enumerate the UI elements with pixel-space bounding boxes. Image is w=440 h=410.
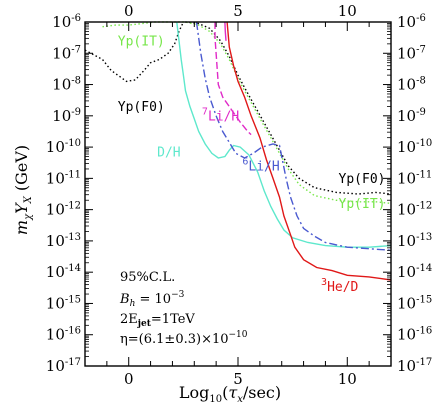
- y-tick-label-right: 10-8: [397, 76, 426, 94]
- y-tick-label-right: 10-13: [397, 232, 432, 250]
- annotation-cl: 95%C.L.: [120, 270, 175, 285]
- curve-li7_h_b: [224, 21, 227, 41]
- y-tick-label-right: 10-17: [397, 357, 432, 375]
- curve-d_h: [176, 21, 392, 248]
- x-tick-label: 5: [233, 370, 243, 388]
- x-tick-label: 10: [338, 370, 357, 388]
- y-tick-label: 10-17: [46, 357, 81, 375]
- y-tick-label-right: 10-9: [397, 107, 426, 125]
- x-tick-label-top: 10: [338, 2, 357, 20]
- y-tick-label: 10-15: [46, 294, 81, 312]
- curve-label-li7_h: 7Li/H: [202, 107, 239, 125]
- y-tick-label-right: 10-6: [397, 13, 426, 31]
- curve-yp_f0: [84, 21, 185, 83]
- curve-label-yp_it: Yp(IT): [339, 197, 386, 212]
- y-tick-label: 10-10: [46, 138, 81, 156]
- y-tick-label-right: 10-11: [397, 169, 432, 187]
- x-tick-label: 0: [124, 370, 134, 388]
- curves: [84, 21, 392, 281]
- x-axis-label: Log10(τx/sec): [179, 383, 281, 405]
- ticks: 10-6 10-6 10-7 10-7 10-8 10-8 10-9 10-9 10-10 10-…: [46, 2, 432, 388]
- curve-li7_h: [214, 22, 252, 136]
- x-tick-label-top: 0: [124, 2, 134, 20]
- y-tick-label: 10-8: [52, 76, 81, 94]
- y-tick-label: 10-9: [52, 107, 81, 125]
- curve-he3_d: [226, 21, 392, 281]
- curve-li6_h: [195, 21, 392, 251]
- y-tick-label: 10-16: [46, 326, 81, 344]
- curve-label-yp_f0: Yp(F0): [118, 100, 165, 115]
- curve-label-he3_d: 3He/D: [321, 277, 359, 295]
- y-axis-label: mχYX (GeV): [12, 145, 34, 235]
- y-tick-label: 10-14: [46, 263, 81, 281]
- y-tick-label-right: 10-7: [397, 44, 426, 62]
- curve-label-d_h: D/H: [157, 145, 180, 160]
- y-tick-label-right: 10-15: [397, 294, 432, 312]
- y-tick-label: 10-7: [52, 44, 81, 62]
- y-tick-label-right: 10-10: [397, 138, 432, 156]
- y-tick-label-right: 10-14: [397, 263, 432, 281]
- curve-labels: Yp(F0) Yp(F0) Yp(IT) Yp(IT) D/H 6Li/H 7Li/H 3He…: [118, 34, 386, 294]
- y-tick-label-right: 10-16: [397, 326, 432, 344]
- y-tick-label-right: 10-12: [397, 201, 432, 219]
- y-tick-label: 10-11: [46, 169, 81, 187]
- annotation-ejet: 2Ejet=1TeV: [120, 312, 195, 329]
- curve-yp_f0_right: [185, 21, 392, 195]
- annotations: 95%C.L. Bh = 10−3 2Ejet=1TeV η=(6.1±0.3)…: [119, 270, 248, 347]
- annotation-bh: Bh = 10−3: [119, 290, 185, 309]
- annotation-eta: η=(6.1±0.3)×10−10: [120, 330, 248, 347]
- curve-label-li6_h: 6Li/H: [242, 157, 279, 175]
- curve-label-yp_it: Yp(IT): [118, 34, 165, 49]
- y-tick-label: 10-12: [46, 201, 81, 219]
- curve-label-yp_f0: Yp(F0): [339, 172, 386, 187]
- y-tick-label: 10-6: [52, 13, 81, 31]
- y-tick-label: 10-13: [46, 232, 81, 250]
- x-tick-label-top: 5: [233, 2, 243, 20]
